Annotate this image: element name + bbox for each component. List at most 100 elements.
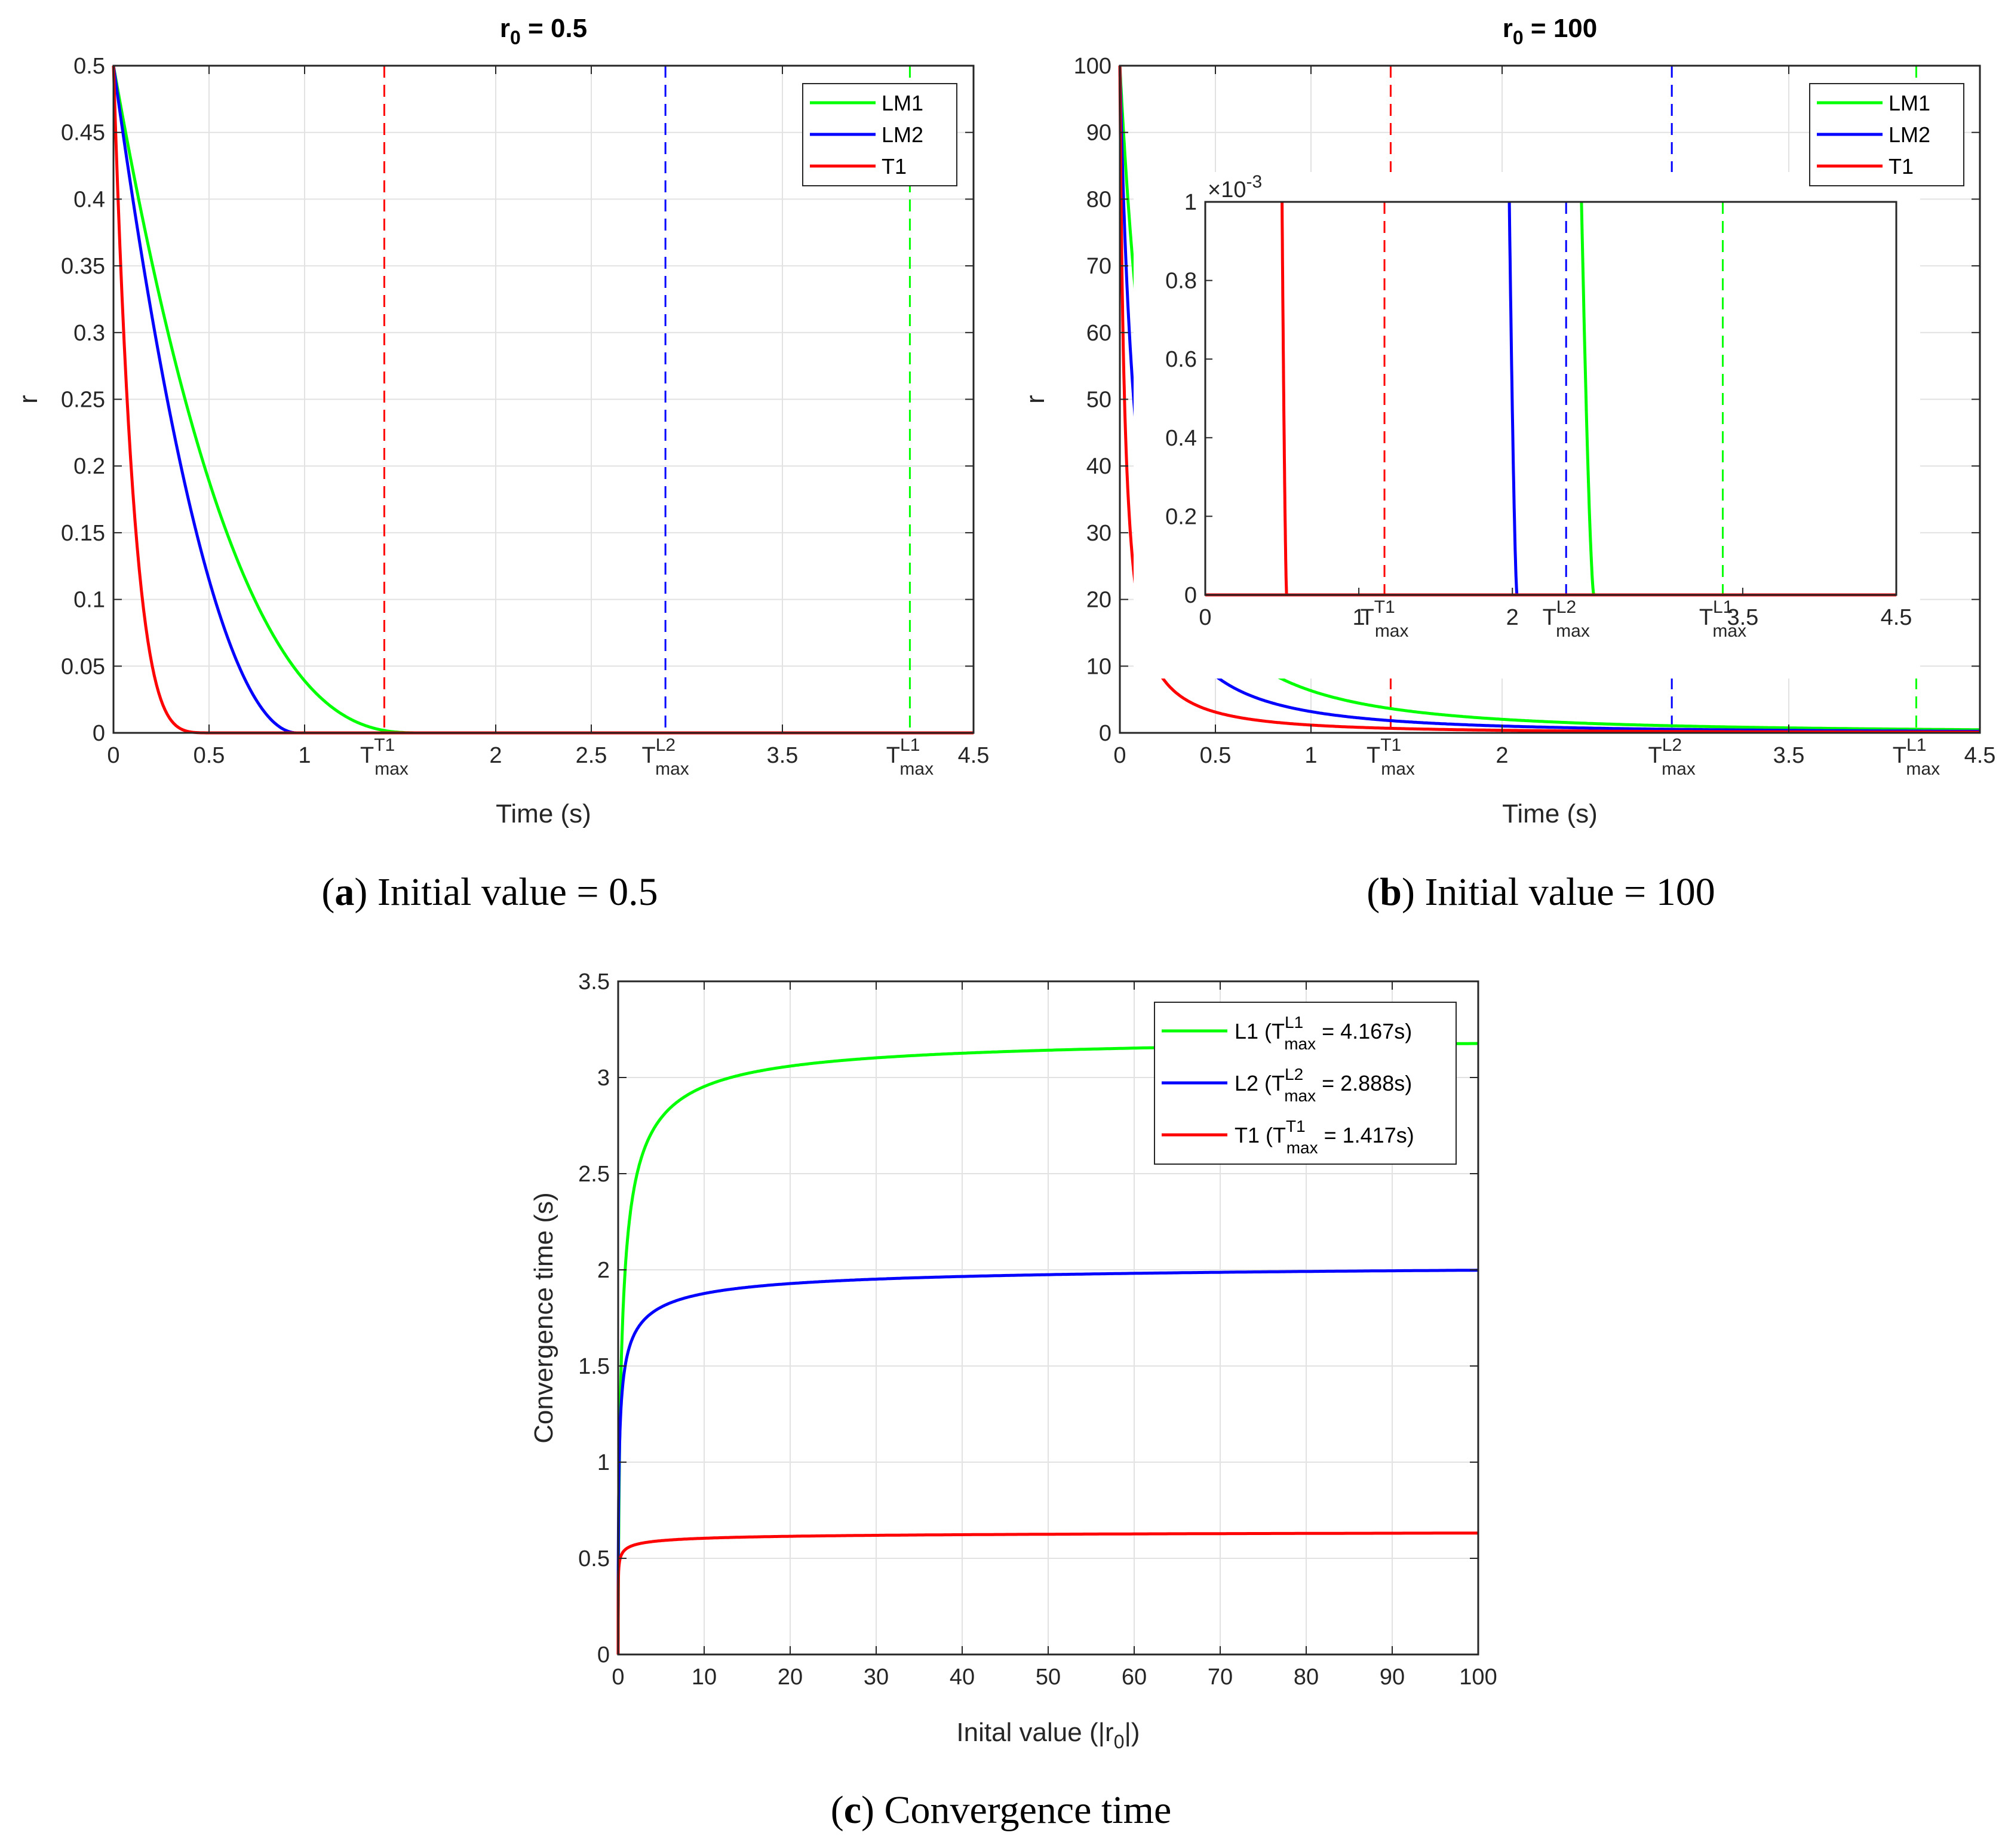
c-ytick-label: 1.5 — [578, 1354, 610, 1379]
a-tmax-sup: L2 — [656, 735, 675, 755]
c-xtick-label: 20 — [778, 1665, 803, 1690]
c-xlabel-main: Inital value (|r — [956, 1718, 1113, 1747]
b-inset-xtick-label: 0 — [1199, 605, 1211, 630]
c-xtick-label: 50 — [1036, 1665, 1061, 1690]
b-inset-tmax-base: T — [1543, 605, 1556, 630]
b-inset-ytick-label: 0 — [1184, 583, 1197, 608]
b-xtick-label: 4.5 — [1964, 743, 1996, 768]
a-ytick-label: 0.4 — [73, 187, 105, 212]
b-ytick-label: 100 — [1074, 54, 1111, 79]
a-ytick-label: 0.1 — [73, 588, 105, 613]
b-inset-ytick-label: 0.8 — [1165, 269, 1197, 294]
b-inset-ytick-label: 0.2 — [1165, 504, 1197, 529]
b-inset-exponent: ×10-3 — [1208, 172, 1262, 202]
b-tmax-sup: L2 — [1662, 735, 1682, 755]
b-ytick-label: 0 — [1099, 721, 1111, 746]
b-inset-xtick-label: 2 — [1506, 605, 1519, 630]
a-tmax-sub: max — [655, 759, 689, 779]
b-inset-xtick-label: 1 — [1353, 605, 1365, 630]
c-legend-sub: max — [1286, 1138, 1318, 1157]
b-ytick-label: 50 — [1086, 388, 1111, 413]
c-xlabel-rest: |) — [1125, 1718, 1140, 1747]
b-series-T1 — [1118, 65, 1980, 734]
a-title-main: r — [500, 14, 510, 43]
a-tmax-sup: T1 — [374, 735, 395, 755]
b-title-main: r — [1503, 14, 1513, 43]
b-xtick-label: 2 — [1496, 743, 1508, 768]
caption-a: (a) Initial value = 0.5 — [321, 870, 658, 914]
c-xtick-label: 70 — [1208, 1665, 1233, 1690]
b-legend — [1809, 83, 1964, 186]
a-tmax-sub: max — [899, 759, 934, 779]
c-legend-sub: max — [1284, 1086, 1316, 1105]
b-tmax-base: T — [1367, 743, 1380, 768]
caption-b: (b) Initial value = 100 — [1367, 870, 1715, 914]
b-tmax-label-L2: TL2 max — [1648, 735, 1696, 779]
c-legend-pre: L2 (T — [1235, 1071, 1285, 1095]
b-tmax-label-L1: TL1 max — [1893, 735, 1940, 779]
b-tmax-sub: max — [1381, 759, 1415, 779]
c-legend-sub: max — [1284, 1034, 1316, 1053]
c-legend-post: = 1.417s) — [1318, 1123, 1414, 1147]
b-inset-tmax-base: T — [1361, 605, 1374, 630]
b-inset-exponent-base: ×10 — [1208, 177, 1246, 202]
b-inset-tmax-label-L2: TL2 max — [1543, 597, 1590, 641]
c-legend-sup: T1 — [1286, 1117, 1306, 1135]
a-ytick-label: 0.5 — [73, 54, 105, 79]
b-xtick-label: 1 — [1304, 743, 1317, 768]
c-legend-post: = 4.167s) — [1316, 1019, 1412, 1043]
c-axes-box — [617, 980, 1479, 1656]
b-ytick-label: 80 — [1086, 187, 1111, 212]
b-inset-tmax-sup: L2 — [1556, 597, 1576, 617]
a-tmax-label-T1: TT1 max — [360, 735, 409, 779]
c-xtick-label: 40 — [950, 1665, 975, 1690]
a-ytick-label: 0.3 — [73, 321, 105, 346]
a-xtick-label: 1 — [298, 743, 311, 768]
b-xtick-label: 0.5 — [1200, 743, 1232, 768]
c-xtick-label: 80 — [1294, 1665, 1319, 1690]
b-inset-series-LM1 — [1580, 201, 1896, 597]
b-tmax-label-T1: TT1 max — [1367, 735, 1415, 779]
a-xtick-label: 2.5 — [576, 743, 607, 768]
a-ytick-label: 0.15 — [61, 521, 105, 546]
b-inset-tmax-base: T — [1699, 605, 1713, 630]
caption-a-letter: a — [334, 870, 354, 914]
c-ytick-label: 1 — [597, 1450, 610, 1475]
a-tmax-sup: L1 — [900, 735, 920, 755]
a-legend-label-T1: T1 — [882, 154, 907, 179]
b-inset-ytick-label: 0.4 — [1165, 426, 1197, 451]
a-title-sub: 0 — [510, 27, 521, 48]
b-inset-tmax-sup: T1 — [1374, 597, 1395, 617]
c-xtick-label: 0 — [612, 1665, 624, 1690]
a-ytick-label: 0.2 — [73, 454, 105, 479]
b-tmax-sub: max — [1662, 759, 1696, 779]
c-ytick-label: 0 — [597, 1643, 610, 1668]
b-inset-series-LM2 — [1507, 201, 1896, 597]
a-ytick-label: 0.35 — [61, 254, 105, 279]
a-xtick-label: 2 — [489, 743, 502, 768]
b-title: r0 = 100 — [1503, 14, 1597, 48]
b-xtick-label: 3.5 — [1773, 743, 1805, 768]
caption-c-text: Convergence time — [874, 1788, 1171, 1832]
c-legend-pre: T1 (T — [1235, 1123, 1286, 1147]
b-title-sub: 0 — [1513, 27, 1524, 48]
b-ytick-label: 10 — [1086, 654, 1111, 679]
c-ytick-label: 3 — [597, 1066, 610, 1091]
c-ytick-label: 3.5 — [578, 969, 610, 994]
a-legend-label-LM1: LM1 — [882, 91, 923, 115]
c-series-T1 — [616, 1531, 1478, 1654]
b-tmax-sup: T1 — [1380, 735, 1401, 755]
b-inset-tmax-sup: L1 — [1713, 597, 1733, 617]
a-legend-label-LM2: LM2 — [882, 122, 923, 147]
b-inset-xtick-label: 4.5 — [1881, 605, 1912, 630]
b-tmax-base: T — [1648, 743, 1662, 768]
b-inset-ytick-label: 1 — [1184, 190, 1197, 215]
b-inset-tmax-label-T1: TT1 max — [1361, 597, 1409, 641]
b-axes-box — [1119, 65, 1981, 734]
c-xlabel-sub: 0 — [1114, 1731, 1125, 1752]
a-tmax-label-L2: TL2 max — [642, 735, 689, 779]
b-ytick-label: 30 — [1086, 521, 1111, 546]
